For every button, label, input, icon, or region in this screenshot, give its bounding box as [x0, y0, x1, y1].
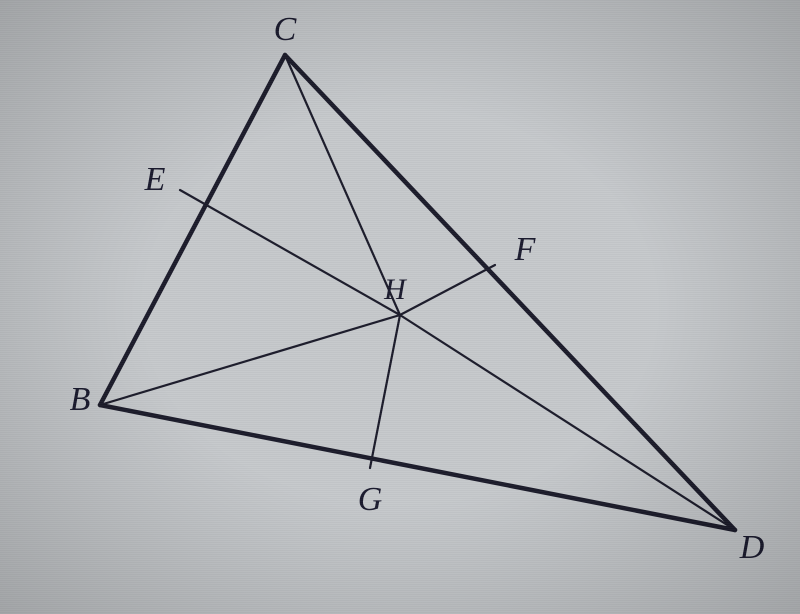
segment-BH [100, 315, 400, 405]
segment-BD [100, 405, 735, 530]
segment-EH [180, 190, 400, 315]
geometry-diagram [0, 0, 800, 614]
segment-GH [370, 315, 400, 468]
segment-CB [100, 55, 285, 405]
segment-DC [285, 55, 735, 530]
segment-FH [400, 265, 495, 315]
segment-CH [285, 55, 400, 315]
